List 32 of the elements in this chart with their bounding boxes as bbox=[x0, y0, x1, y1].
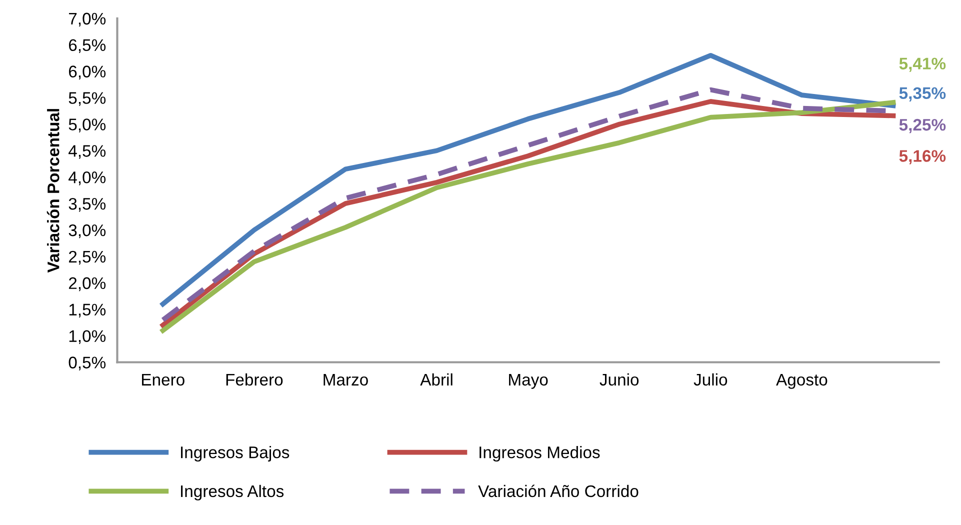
x-tick-label: Mayo bbox=[509, 374, 548, 389]
x-tick-label: Febrero bbox=[226, 373, 283, 386]
legend-label: Ingresos Altos bbox=[181, 484, 284, 500]
legend-label: Ingresos Bajos bbox=[181, 446, 290, 462]
x-tick-label: Julio bbox=[694, 373, 728, 386]
data-label: 5,16% bbox=[899, 150, 946, 164]
y-tick-label: 3,0% bbox=[68, 224, 106, 238]
y-tick-label: 3,5% bbox=[68, 198, 106, 212]
y-tick-label: 6,5% bbox=[68, 39, 106, 53]
y-tick-label: 4,5% bbox=[68, 145, 106, 159]
x-tick-label: Junio bbox=[600, 373, 639, 386]
legend-label: Ingresos Medios bbox=[480, 446, 600, 462]
y-tick-label: 4,0% bbox=[68, 171, 106, 186]
y-tick-label: 5,0% bbox=[68, 118, 106, 132]
x-tick-label: Marzo bbox=[324, 374, 368, 386]
x-tick-label: Abril bbox=[420, 373, 452, 386]
data-label: 5,35% bbox=[899, 87, 946, 102]
y-tick-label: 7,0% bbox=[69, 12, 106, 27]
y-axis-title: Variación Porcentual bbox=[46, 109, 60, 273]
legend-label: Variación Año Corrido bbox=[478, 484, 638, 498]
data-label: 5,41% bbox=[899, 58, 946, 72]
y-tick-label: 6,0% bbox=[68, 66, 106, 80]
line-series bbox=[160, 52, 896, 306]
y-tick-label: 5,5% bbox=[68, 92, 106, 106]
y-tick-label: 1,0% bbox=[69, 330, 106, 344]
x-tick-label: Enero bbox=[142, 374, 184, 386]
y-tick-label: 2,5% bbox=[68, 250, 106, 265]
y-tick-label: 2,0% bbox=[68, 277, 106, 292]
y-tick-label: 0,5% bbox=[68, 356, 106, 370]
x-tick-label: Agosto bbox=[776, 374, 828, 389]
y-tick-label: 1,5% bbox=[69, 304, 106, 318]
data-label: 5,25% bbox=[899, 118, 946, 134]
